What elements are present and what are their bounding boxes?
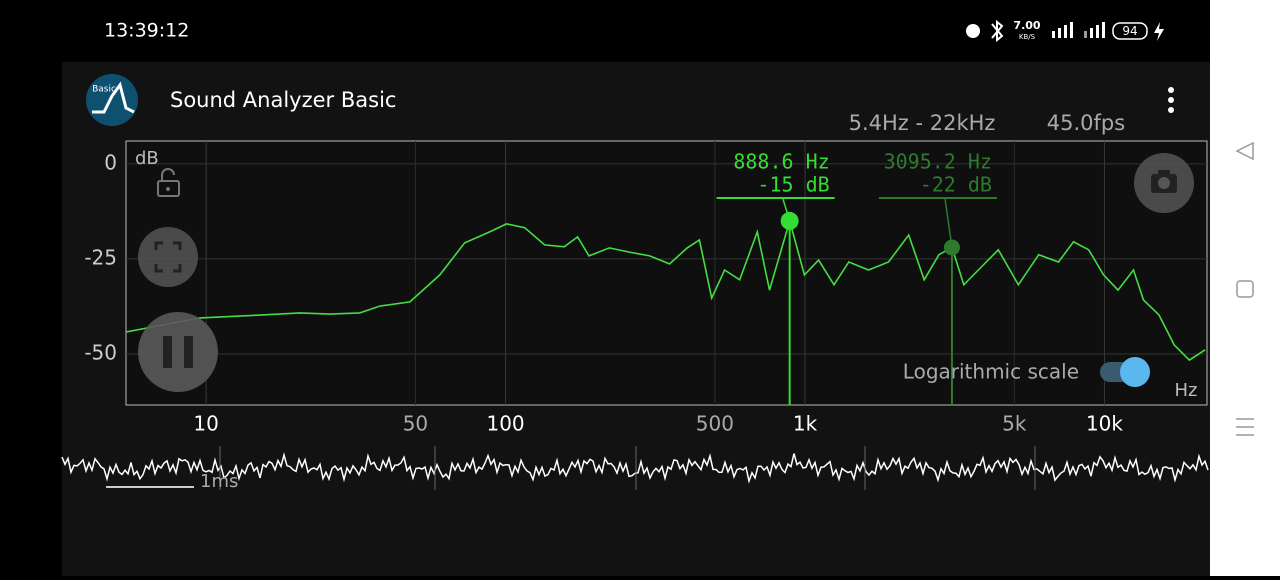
logo-graphic xyxy=(92,81,135,114)
bluetooth-icon xyxy=(991,19,1004,43)
camera-button[interactable] xyxy=(1134,153,1194,213)
x-tick-label: 500 xyxy=(696,412,734,436)
alarm-icon xyxy=(966,24,980,38)
log-scale-label: Logarithmic scale xyxy=(903,360,1079,384)
cursor-frequency: 3095.2 Hz xyxy=(884,150,992,174)
cursor-frequency: 888.6 Hz xyxy=(733,150,829,174)
app-title: Sound Analyzer Basic xyxy=(170,88,396,112)
x-tick-label: 1k xyxy=(793,412,818,436)
waveform-scale-label: 1ms xyxy=(200,471,238,492)
navigation-bar xyxy=(1210,0,1280,576)
battery-level: 94 xyxy=(1122,24,1137,38)
x-tick-label: 10 xyxy=(193,412,218,436)
lock-button[interactable] xyxy=(157,168,180,197)
x-axis-label: Hz xyxy=(1175,380,1198,401)
home-button[interactable] xyxy=(1236,280,1254,298)
recents-button[interactable] xyxy=(1236,418,1254,436)
log-scale-toggle[interactable] xyxy=(1100,357,1150,387)
y-tick-label: -25 xyxy=(84,245,117,269)
pause-button[interactable] xyxy=(138,312,218,392)
y-tick-label: 0 xyxy=(104,150,117,174)
waveform-trace xyxy=(61,452,1209,484)
x-tick-label: 100 xyxy=(486,412,524,436)
cursor-point xyxy=(780,211,799,230)
battery-icon xyxy=(1112,22,1148,40)
net-speed-unit: KB/S xyxy=(1019,33,1036,41)
cursor-level: -15 dB xyxy=(757,173,829,197)
y-tick-label: -50 xyxy=(84,341,117,365)
net-speed: 7.00 xyxy=(1013,19,1040,32)
x-tick-label: 10k xyxy=(1086,412,1123,436)
x-tick-label: 50 xyxy=(403,412,428,436)
x-tick-label: 5k xyxy=(1002,412,1027,436)
y-axis-label: dB xyxy=(135,148,159,169)
fullscreen-button[interactable] xyxy=(138,227,198,287)
toggle-thumb xyxy=(1120,357,1150,387)
cursor-level: -22 dB xyxy=(920,173,992,197)
back-button[interactable] xyxy=(1235,141,1254,161)
cursor-point xyxy=(943,239,960,256)
spectrum-line xyxy=(125,217,1206,362)
spectrum-plot xyxy=(125,140,1208,406)
frequency-range: 5.4Hz - 22kHz xyxy=(849,111,996,135)
cursor-leader xyxy=(944,197,953,248)
frame-rate: 45.0fps xyxy=(1047,111,1125,135)
signal-icons xyxy=(1052,22,1105,38)
app-logo xyxy=(86,74,138,126)
clock: 13:39:12 xyxy=(104,20,189,42)
menu-button[interactable] xyxy=(1168,87,1174,113)
logo-text: Basic xyxy=(92,85,116,95)
charging-icon xyxy=(1154,22,1164,41)
waveform xyxy=(61,446,1209,490)
